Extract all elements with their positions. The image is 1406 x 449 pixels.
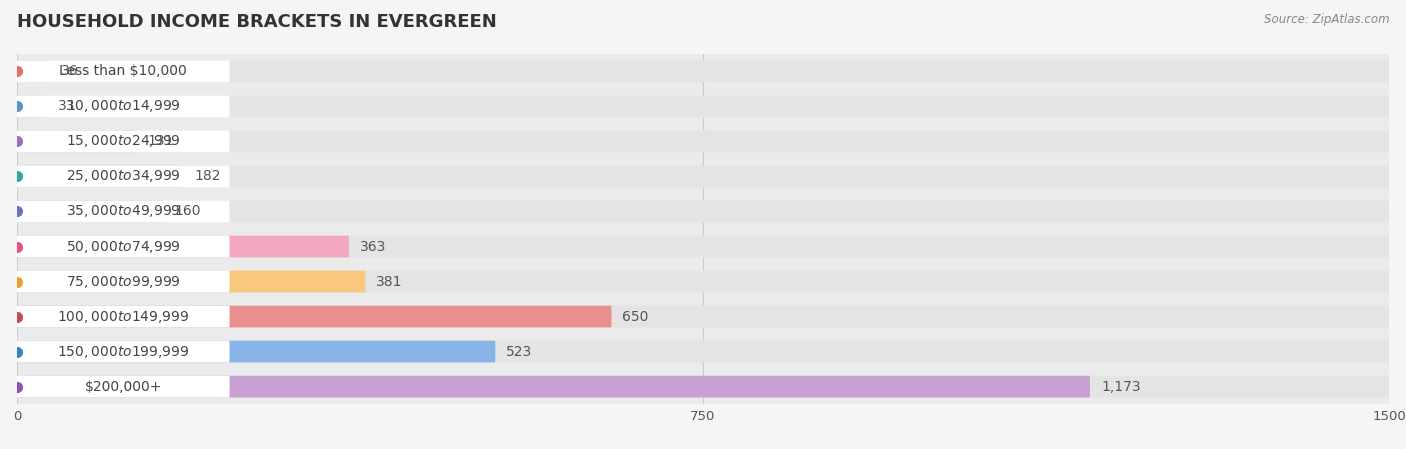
Text: $35,000 to $49,999: $35,000 to $49,999 xyxy=(66,203,180,220)
FancyBboxPatch shape xyxy=(17,236,229,257)
Text: 33: 33 xyxy=(58,99,76,114)
FancyBboxPatch shape xyxy=(17,96,46,117)
FancyBboxPatch shape xyxy=(17,376,1389,397)
FancyBboxPatch shape xyxy=(17,264,1389,299)
Text: HOUSEHOLD INCOME BRACKETS IN EVERGREEN: HOUSEHOLD INCOME BRACKETS IN EVERGREEN xyxy=(17,13,496,31)
Text: 160: 160 xyxy=(174,204,201,219)
FancyBboxPatch shape xyxy=(17,376,229,397)
FancyBboxPatch shape xyxy=(17,299,1389,334)
Text: $25,000 to $34,999: $25,000 to $34,999 xyxy=(66,168,180,185)
FancyBboxPatch shape xyxy=(17,306,612,327)
FancyBboxPatch shape xyxy=(17,341,495,362)
Text: 523: 523 xyxy=(506,344,533,359)
Text: Source: ZipAtlas.com: Source: ZipAtlas.com xyxy=(1264,13,1389,26)
FancyBboxPatch shape xyxy=(17,61,49,82)
FancyBboxPatch shape xyxy=(17,341,229,362)
FancyBboxPatch shape xyxy=(17,96,229,117)
FancyBboxPatch shape xyxy=(17,236,349,257)
Text: 182: 182 xyxy=(194,169,221,184)
Text: 131: 131 xyxy=(148,134,174,149)
FancyBboxPatch shape xyxy=(17,124,1389,159)
Text: $15,000 to $24,999: $15,000 to $24,999 xyxy=(66,133,180,150)
FancyBboxPatch shape xyxy=(17,201,1389,222)
FancyBboxPatch shape xyxy=(17,61,1389,82)
FancyBboxPatch shape xyxy=(17,96,1389,117)
FancyBboxPatch shape xyxy=(17,166,183,187)
FancyBboxPatch shape xyxy=(17,306,229,327)
FancyBboxPatch shape xyxy=(17,341,1389,362)
FancyBboxPatch shape xyxy=(17,61,229,82)
FancyBboxPatch shape xyxy=(17,271,229,292)
FancyBboxPatch shape xyxy=(17,236,1389,257)
FancyBboxPatch shape xyxy=(17,271,366,292)
FancyBboxPatch shape xyxy=(17,201,229,222)
FancyBboxPatch shape xyxy=(17,166,229,187)
Text: $150,000 to $199,999: $150,000 to $199,999 xyxy=(58,343,190,360)
Text: $200,000+: $200,000+ xyxy=(84,379,162,394)
Text: 1,173: 1,173 xyxy=(1101,379,1140,394)
Text: Less than $10,000: Less than $10,000 xyxy=(59,64,187,79)
Text: 36: 36 xyxy=(60,64,79,79)
FancyBboxPatch shape xyxy=(17,166,1389,187)
FancyBboxPatch shape xyxy=(17,54,1389,89)
Text: $10,000 to $14,999: $10,000 to $14,999 xyxy=(66,98,180,114)
FancyBboxPatch shape xyxy=(17,376,1090,397)
FancyBboxPatch shape xyxy=(17,229,1389,264)
Text: $100,000 to $149,999: $100,000 to $149,999 xyxy=(58,308,190,325)
FancyBboxPatch shape xyxy=(17,131,136,152)
Text: 650: 650 xyxy=(623,309,650,324)
Text: $50,000 to $74,999: $50,000 to $74,999 xyxy=(66,238,180,255)
FancyBboxPatch shape xyxy=(17,306,1389,327)
FancyBboxPatch shape xyxy=(17,89,1389,124)
Text: 381: 381 xyxy=(377,274,404,289)
FancyBboxPatch shape xyxy=(17,369,1389,404)
FancyBboxPatch shape xyxy=(17,334,1389,369)
FancyBboxPatch shape xyxy=(17,159,1389,194)
FancyBboxPatch shape xyxy=(17,131,229,152)
Text: 363: 363 xyxy=(360,239,387,254)
FancyBboxPatch shape xyxy=(17,131,1389,152)
Text: $75,000 to $99,999: $75,000 to $99,999 xyxy=(66,273,180,290)
FancyBboxPatch shape xyxy=(17,271,1389,292)
FancyBboxPatch shape xyxy=(17,201,163,222)
FancyBboxPatch shape xyxy=(17,194,1389,229)
